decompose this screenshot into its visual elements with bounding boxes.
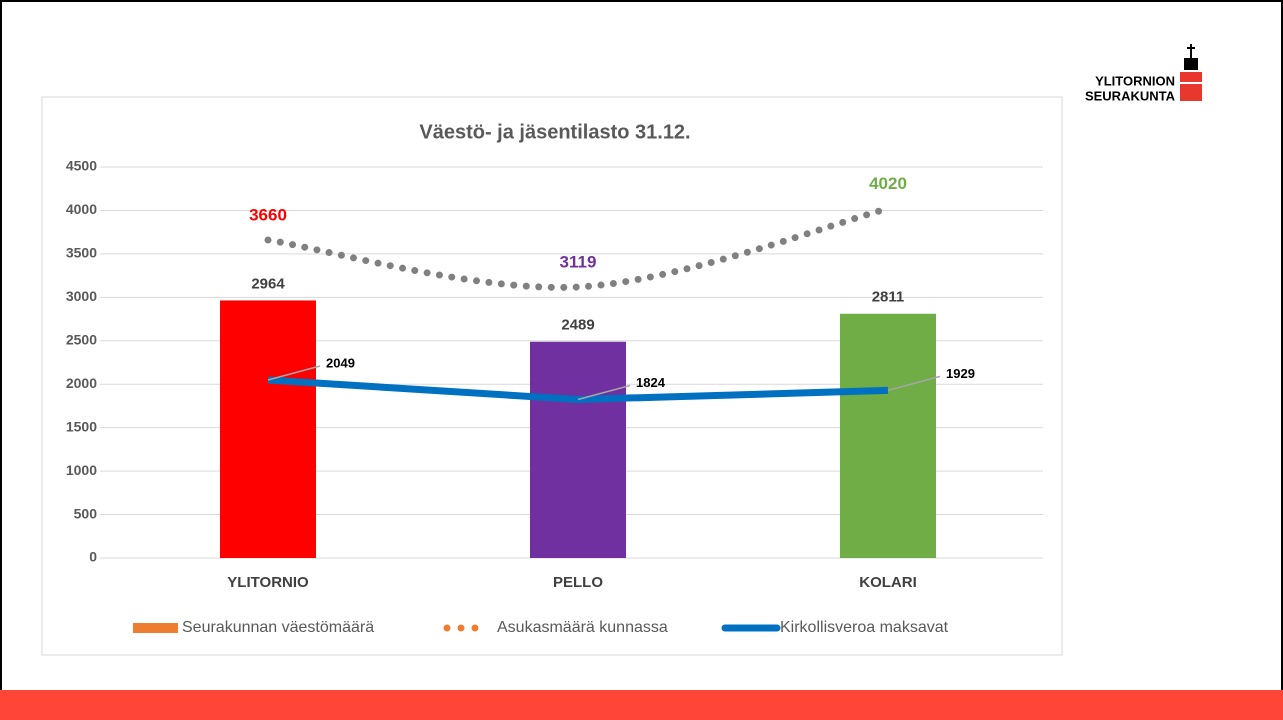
data-label: 4020: [869, 174, 907, 193]
x-tick-label: PELLO: [553, 574, 603, 591]
bar: [530, 341, 626, 558]
x-tick-label: KOLARI: [859, 574, 917, 591]
y-tick-label: 1500: [66, 418, 97, 434]
data-label: 3119: [560, 252, 597, 271]
data-label: 1929: [946, 366, 975, 381]
data-label: 2811: [872, 289, 905, 306]
logo-text: SEURAKUNTA: [1085, 88, 1176, 103]
legend-swatch: [471, 624, 479, 632]
logo-waves: [1180, 84, 1202, 101]
chart-title: Väestö- ja jäsentilasto 31.12.: [419, 121, 690, 143]
logo-text: YLITORNION: [1095, 73, 1175, 88]
y-tick-label: 1000: [66, 462, 97, 478]
legend-label: Kirkollisveroa maksavat: [780, 619, 949, 636]
y-tick-label: 4000: [66, 201, 97, 217]
y-tick-label: 2500: [66, 331, 97, 347]
logo-base: [1180, 72, 1202, 82]
footer-band: [0, 690, 1283, 720]
bar: [220, 300, 316, 558]
y-tick-label: 500: [74, 505, 98, 521]
y-tick-label: 3500: [66, 245, 97, 261]
x-tick-label: YLITORNIO: [227, 574, 309, 591]
data-label: 1824: [636, 375, 666, 390]
bar: [840, 313, 936, 558]
leader-line: [267, 365, 321, 381]
legend-label: Seurakunnan väestömäärä: [182, 619, 374, 636]
y-tick-label: 0: [89, 549, 97, 565]
y-tick-label: 3000: [66, 288, 97, 304]
legend-swatch: [457, 624, 465, 632]
data-label: 3660: [249, 205, 287, 224]
data-label: 2049: [326, 355, 355, 370]
logo: YLITORNION SEURAKUNTA: [1085, 44, 1202, 103]
dotted-line: [264, 205, 892, 291]
leader-line: [577, 384, 631, 401]
data-label: 2489: [561, 317, 594, 334]
logo-tower: [1184, 58, 1198, 70]
legend-swatch: [133, 623, 178, 633]
legend-label: Asukasmäärä kunnassa: [497, 619, 668, 636]
legend-swatch: [443, 624, 451, 632]
leader-line: [887, 375, 941, 392]
y-tick-label: 2000: [66, 375, 97, 391]
y-tick-label: 4500: [66, 158, 97, 174]
data-label: 2964: [251, 275, 285, 292]
